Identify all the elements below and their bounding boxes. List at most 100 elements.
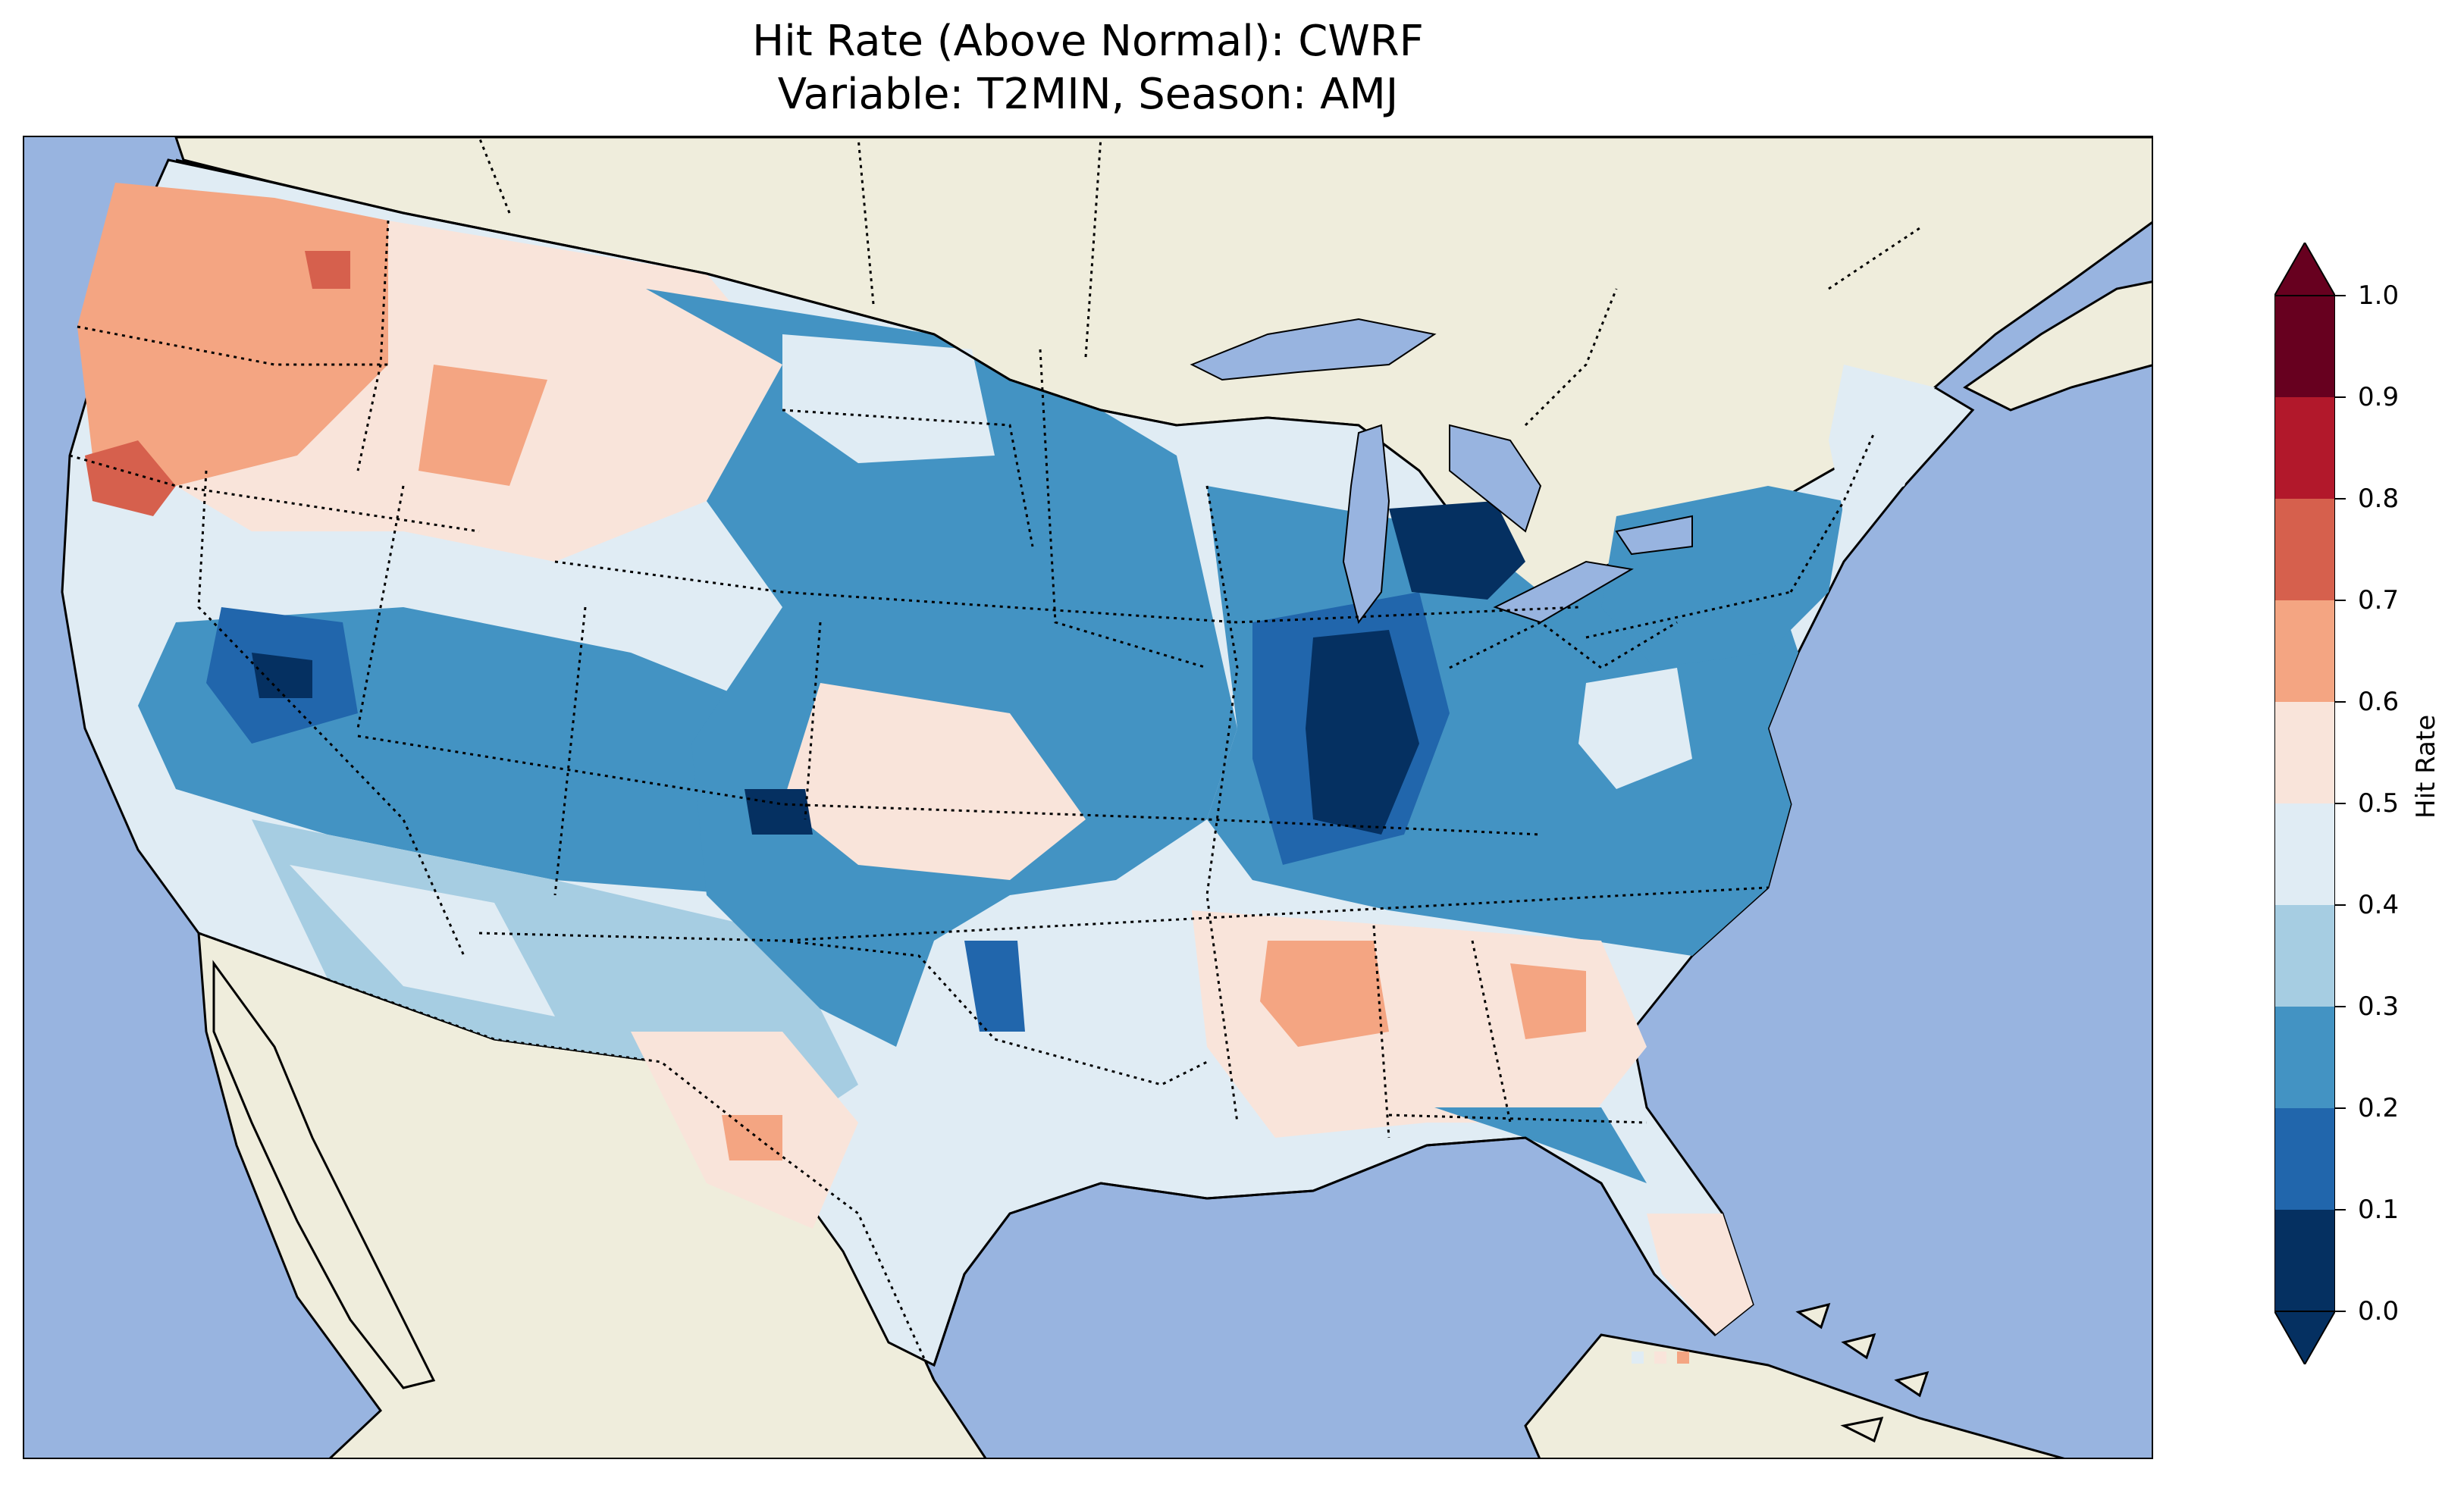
map-svg bbox=[61, 137, 2152, 1458]
maritime-land bbox=[1963, 280, 2152, 412]
colorbar-tick-label: 0.3 bbox=[2358, 991, 2400, 1022]
colorbar-tick-mark bbox=[2335, 904, 2346, 906]
colorbar bbox=[2274, 243, 2335, 1364]
border-nv-ut bbox=[356, 485, 405, 729]
colorbar-tick-label: 0.5 bbox=[2358, 788, 2400, 819]
lake-michigan bbox=[1342, 424, 1390, 625]
colorbar-bin bbox=[2274, 1108, 2335, 1210]
region-plains-blue bbox=[646, 289, 1237, 1047]
colorbar-extend-bottom bbox=[2274, 1311, 2335, 1364]
colorbar-label: Hit Rate bbox=[2411, 714, 2441, 819]
border-tx bbox=[782, 939, 1208, 1086]
lake-superior bbox=[1190, 318, 1437, 381]
colorbar-tick-label: 0.9 bbox=[2358, 382, 2400, 412]
colorbar-tick-label: 1.0 bbox=[2358, 280, 2400, 311]
border-mn-ia bbox=[1039, 349, 1208, 669]
keys-cell-1 bbox=[1632, 1351, 1644, 1364]
border-ut-co bbox=[553, 606, 587, 896]
colorbar-extend-top bbox=[2274, 243, 2335, 296]
region-tx-salmon-2 bbox=[722, 1115, 782, 1160]
state-borders bbox=[69, 137, 1920, 1381]
border-row-45 bbox=[554, 560, 1579, 624]
region-sw-pale bbox=[290, 865, 555, 1016]
region-gulf-blue bbox=[1434, 1107, 1647, 1183]
colorbar-bin bbox=[2274, 905, 2335, 1007]
lake-erie bbox=[1493, 560, 1634, 624]
colorbar-tick-label: 0.7 bbox=[2358, 585, 2400, 615]
great-lakes bbox=[1190, 318, 1693, 625]
border-row-37 bbox=[478, 886, 1769, 942]
region-nw-red-2 bbox=[305, 251, 350, 289]
region-dakota-pale bbox=[782, 334, 995, 463]
colorbar-bin bbox=[2274, 397, 2335, 499]
border-dakotas bbox=[782, 409, 1034, 547]
region-se-salmon bbox=[1260, 941, 1389, 1047]
region-plains-pale bbox=[782, 683, 1086, 880]
colorbar-tick-mark bbox=[2335, 396, 2346, 398]
keys-cell-3 bbox=[1677, 1351, 1689, 1364]
colorbar-tick-label: 0.2 bbox=[2358, 1093, 2400, 1123]
region-wv-pale bbox=[1578, 668, 1692, 789]
region-idaho-salmon bbox=[419, 365, 547, 486]
region-nv-darkest bbox=[252, 653, 312, 698]
region-indiana-darkest bbox=[1306, 630, 1419, 835]
lake-ontario bbox=[1615, 515, 1693, 556]
colorbar-tick-mark bbox=[2335, 1311, 2346, 1312]
colorbar-tick-mark bbox=[2335, 1006, 2346, 1007]
border-mississippi bbox=[1205, 485, 1239, 1123]
colorbar-bins bbox=[2274, 296, 2335, 1311]
colorbar-tick-label: 0.1 bbox=[2358, 1195, 2400, 1225]
colorbar-bin bbox=[2274, 1210, 2335, 1311]
colorbar-bin bbox=[2274, 296, 2335, 397]
colorbar-tick-mark bbox=[2335, 1107, 2346, 1109]
border-co-ks bbox=[804, 622, 822, 820]
colorbar-tick-mark bbox=[2335, 701, 2346, 703]
border-ny-pa bbox=[1585, 590, 1792, 639]
colorbar-bin bbox=[2274, 702, 2335, 803]
island-1 bbox=[1795, 1302, 1831, 1330]
border-canada-provinces bbox=[478, 137, 1920, 427]
border-ca-nv bbox=[197, 470, 466, 957]
baja-land bbox=[212, 960, 436, 1389]
island-3 bbox=[1894, 1370, 1930, 1398]
map-panel bbox=[23, 136, 2153, 1459]
cuba-land bbox=[1524, 1333, 2065, 1458]
region-fl-pale bbox=[1647, 1214, 1753, 1335]
chart-title-line-1: Hit Rate (Above Normal): CWRF bbox=[752, 17, 1424, 66]
island-4 bbox=[1840, 1417, 1884, 1443]
colorbar-tick-mark bbox=[2335, 498, 2346, 500]
region-ok-dark bbox=[964, 941, 1025, 1032]
colorbar-tick-label: 0.6 bbox=[2358, 687, 2400, 717]
colorbar-tick-mark bbox=[2335, 1209, 2346, 1211]
bahamas-islands bbox=[1795, 1302, 1930, 1443]
colorbar-tick-label: 0.0 bbox=[2358, 1296, 2400, 1326]
colorbar-tick-label: 0.4 bbox=[2358, 890, 2400, 920]
border-ga-fl bbox=[1388, 1113, 1647, 1124]
lake-huron bbox=[1449, 424, 1542, 533]
border-id-mt bbox=[356, 220, 390, 471]
region-nw-red bbox=[85, 440, 176, 516]
region-ne-pale bbox=[1829, 365, 1935, 516]
chart-title-line-2: Variable: T2MIN, Season: AMJ bbox=[777, 70, 1399, 119]
colorbar-tick-mark bbox=[2335, 803, 2346, 804]
region-michigan-darkest bbox=[1389, 501, 1525, 600]
colorbar-bin bbox=[2274, 803, 2335, 905]
border-row-40 bbox=[357, 734, 1541, 836]
keys-cell-2 bbox=[1654, 1351, 1666, 1364]
border-al-ga bbox=[1471, 940, 1512, 1123]
region-ne-blue bbox=[1601, 486, 1844, 668]
hit-rate-field bbox=[77, 183, 1935, 1335]
colorbar-bin bbox=[2274, 600, 2335, 702]
colorbar-bin bbox=[2274, 499, 2335, 600]
region-co-darkest bbox=[745, 789, 813, 835]
region-ga-salmon bbox=[1510, 963, 1586, 1039]
us-canada-border bbox=[175, 158, 1177, 427]
colorbar-tick-mark bbox=[2335, 600, 2346, 601]
colorbar-tick-label: 0.8 bbox=[2358, 484, 2400, 514]
border-ohio-river bbox=[1449, 621, 1678, 669]
border-ms-al bbox=[1372, 925, 1390, 1139]
colorbar-bin bbox=[2274, 1007, 2335, 1108]
island-2 bbox=[1841, 1333, 1876, 1360]
colorbar-tick-mark bbox=[2335, 295, 2346, 296]
colorbar-outline bbox=[2274, 295, 2335, 1312]
